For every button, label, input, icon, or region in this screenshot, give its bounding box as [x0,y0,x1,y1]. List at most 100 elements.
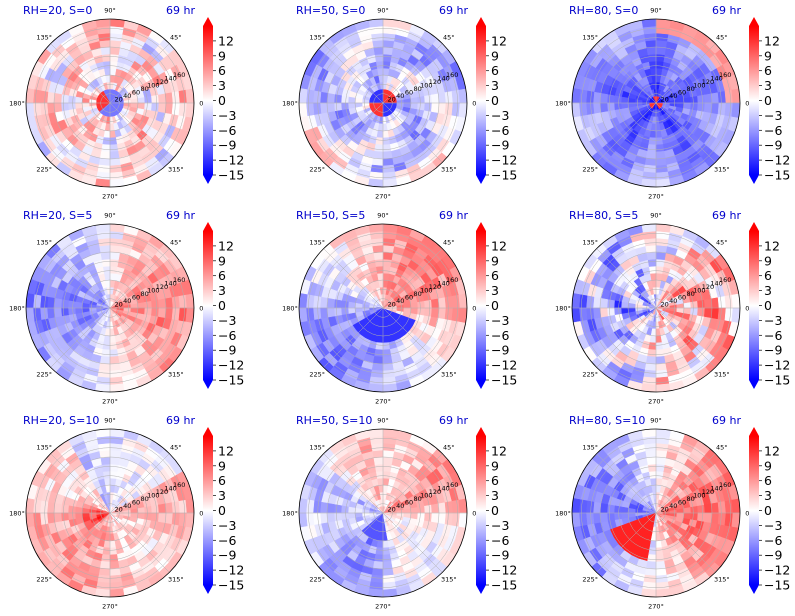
angle-tick-label: 90° [104,212,116,220]
radius-tick-label: 120 [702,78,714,86]
heat-cell [95,588,111,597]
heat-cell [98,244,111,254]
heat-cell [340,95,349,104]
angle-tick-label: 225° [582,165,598,173]
colorbar-tick-label: 6 [491,268,499,283]
grid-spoke [382,512,443,573]
heat-cell [60,299,69,309]
radius-tick-label: 120 [429,488,441,496]
heat-cell [643,369,657,379]
heat-cell [655,32,669,42]
heat-cell [374,349,384,358]
heat-cell [370,237,384,247]
heat-cell [424,512,433,522]
heat-cell [109,272,117,281]
colorbar-tick-label: −9 [218,343,236,358]
heat-cell [101,463,111,472]
angle-tick-label: 270° [648,193,664,201]
heat-cell [319,296,329,309]
heat-cell [370,32,384,42]
heat-cell [312,102,322,116]
grid-spoke [50,307,111,368]
heat-cell [370,442,384,452]
panel-time-label: 69 hr [712,4,741,17]
heat-cell [410,307,419,315]
heat-cell [26,88,35,104]
angle-tick-label: 135° [36,34,52,42]
heat-cell [382,46,393,55]
panel-5: 90°45°0°315°270°225°180°135°204060801001… [282,209,517,406]
heat-cell [655,456,666,465]
heat-cell [592,512,602,525]
colorbar-tick-label: 0 [491,298,499,313]
panel-2: 90°45°0°315°270°225°180°135°204060801001… [282,4,517,201]
angle-tick-label: 315° [168,165,184,173]
heat-cell [649,130,657,139]
heat-cell [410,102,419,110]
heat-cell [151,504,160,514]
radius-tick-label: 120 [429,78,441,86]
colorbar-tick-label: 9 [491,48,499,63]
heat-cell [683,512,692,520]
heat-cell [655,164,669,174]
heat-cell [326,93,335,104]
angle-tick-label: 45° [716,444,728,452]
heat-cell [710,512,720,525]
colorbar-bar [203,231,213,380]
heat-cell [643,32,657,42]
heatmap-cells [26,19,194,187]
heat-cell [655,574,669,584]
heat-cell [109,151,120,160]
heat-cell [164,102,174,115]
panel-7: 90°45°0°315°270°225°180°135°204060801001… [9,414,244,611]
radius-tick-label: 140 [437,280,449,288]
heat-cell [326,102,335,113]
radius-tick-label: 60 [132,294,140,302]
heat-cell [648,342,657,351]
heat-cell [375,342,384,351]
angle-tick-label: 135° [309,444,325,452]
heat-cell [185,307,194,323]
radius-tick-label: 100 [147,82,159,90]
heat-cell [644,362,657,372]
heat-cell [585,500,595,514]
radius-tick-label: 160 [173,71,185,79]
colorbar-tick-label: −15 [218,373,244,388]
heat-cell [424,307,433,317]
heat-cell [109,449,122,459]
angle-tick-label: 90° [650,417,662,425]
colorbar-over-arrow [749,427,759,436]
colorbar-tick-label: −9 [491,548,509,563]
angle-tick-label: 45° [170,444,182,452]
heat-cell [39,295,49,309]
radius-tick-label: 100 [420,287,432,295]
heat-cell [371,567,384,577]
heat-cell [599,298,608,309]
heat-cell [647,554,657,563]
heat-cell [60,504,69,514]
heat-cell [347,301,356,309]
colorbar-tick-label: 9 [491,253,499,268]
colorbar-tick-label: −12 [491,563,517,578]
heat-cell [444,102,454,116]
polar-frame [298,18,468,188]
colorbar-tick-label: −3 [491,313,509,328]
grid-spoke [109,248,170,309]
heat-cell [109,67,117,76]
polar-frame [571,223,741,393]
heat-cell [585,102,595,116]
radius-tick-label: 40 [669,297,677,305]
heat-cell [373,251,384,260]
colorbar-tick-label: −15 [491,168,517,183]
colorbar-tick-label: 6 [764,473,772,488]
colorbar-tick-label: −12 [764,563,790,578]
heat-cell [606,512,615,522]
colorbar-tick-label: 0 [218,503,226,518]
heat-cell [109,362,122,372]
heat-cell [109,477,117,486]
polar-frame [571,18,741,188]
panel-title: RH=20, S=5 [23,209,92,222]
heat-cell [655,19,671,28]
angle-tick-label: 315° [168,370,184,378]
